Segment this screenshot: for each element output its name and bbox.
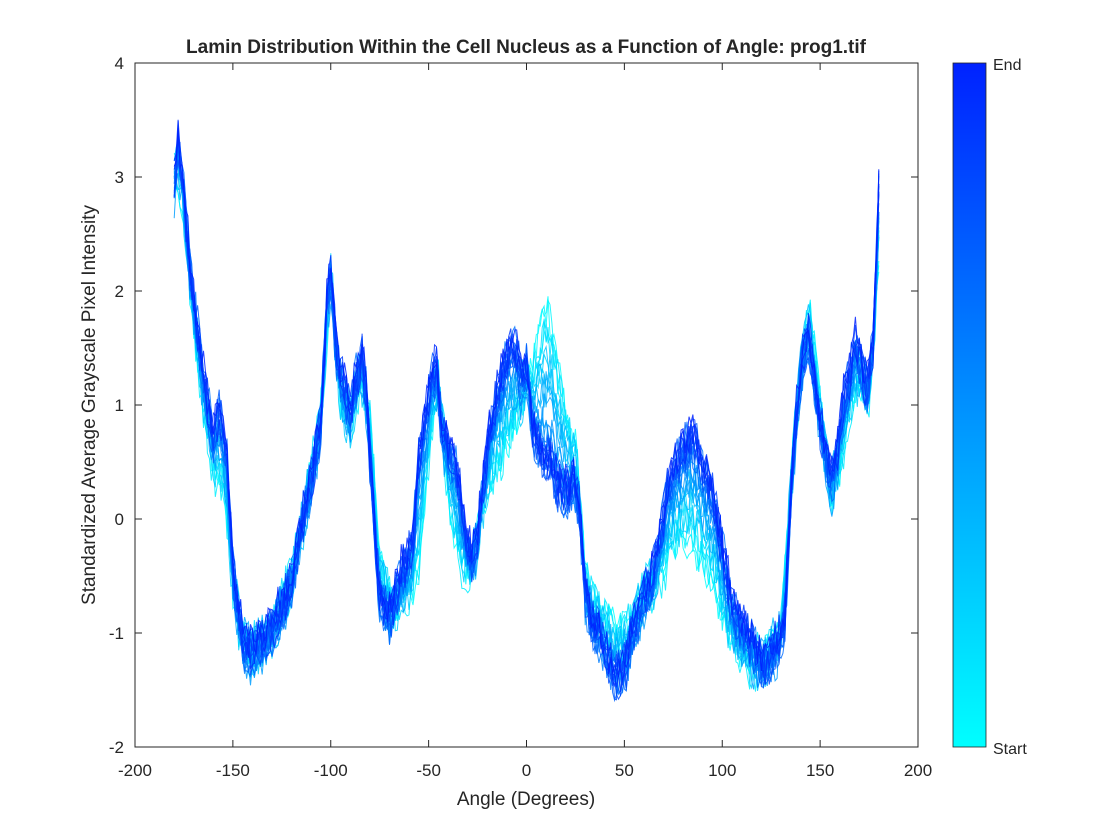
x-axis-ticks: -200 -150 -100 -50 0 50 100 150 200 xyxy=(118,63,932,780)
series-line xyxy=(173,127,880,677)
colorbar xyxy=(952,62,987,748)
series-line xyxy=(173,119,880,688)
x-tick-label: -150 xyxy=(216,761,250,780)
x-tick-label: 150 xyxy=(806,761,834,780)
colorbar-top-label: End xyxy=(993,57,1021,74)
chart-title: Lamin Distribution Within the Cell Nucle… xyxy=(186,37,867,58)
x-tick-label: -200 xyxy=(118,761,152,780)
y-tick-label: 2 xyxy=(115,282,124,301)
x-axis-label: Angle (Degrees) xyxy=(457,789,595,810)
series-layer xyxy=(173,119,880,703)
y-tick-label: 4 xyxy=(115,54,124,73)
y-tick-label: -1 xyxy=(109,624,124,643)
y-axis-ticks: -2 -1 0 1 2 3 4 xyxy=(109,54,918,757)
colorbar-bottom-label: Start xyxy=(993,741,1027,758)
y-axis-label: Standardized Average Grayscale Pixel Int… xyxy=(79,205,100,605)
series-line xyxy=(173,120,880,686)
x-tick-label: -100 xyxy=(314,761,348,780)
x-tick-label: -50 xyxy=(416,761,441,780)
x-tick-label: 0 xyxy=(522,761,531,780)
y-tick-label: 1 xyxy=(115,396,124,415)
y-tick-label: 3 xyxy=(115,168,124,187)
x-tick-label: 200 xyxy=(904,761,932,780)
x-tick-label: 50 xyxy=(615,761,634,780)
y-tick-label: -2 xyxy=(109,738,124,757)
y-tick-label: 0 xyxy=(115,510,124,529)
x-tick-label: 100 xyxy=(708,761,736,780)
